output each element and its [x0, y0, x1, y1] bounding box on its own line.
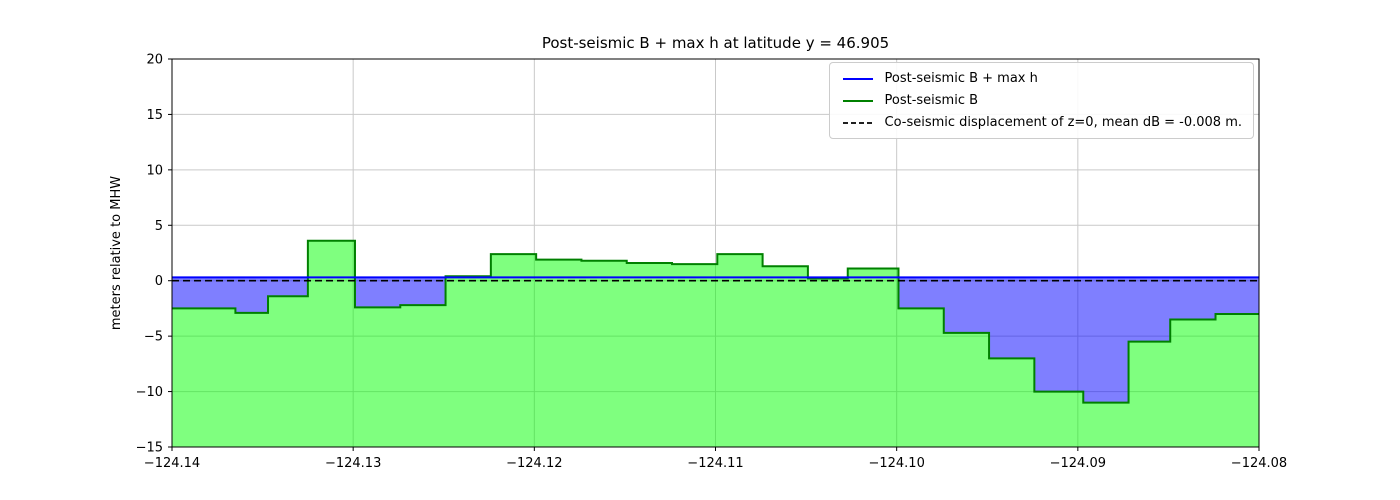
y-tick-label: 15 [146, 108, 163, 123]
legend-label: Co-seismic displacement of z=0, mean dB … [884, 115, 1243, 130]
legend-label: Post-seismic B + max h [884, 71, 1038, 86]
legend-item-post-seismic-b: Post-seismic B [841, 92, 1243, 109]
post-seismic-b-area [172, 240, 1259, 447]
legend: Post-seismic B + max h Post-seismic B Co… [828, 62, 1254, 139]
x-tick-label: −124.08 [1231, 456, 1287, 471]
fill-between-area [172, 277, 1259, 403]
x-tick-label: −124.10 [868, 456, 924, 471]
y-tick-label: −5 [144, 330, 163, 345]
y-tick-label: 0 [155, 274, 163, 289]
legend-label: Post-seismic B [884, 93, 979, 108]
x-tick-label: −124.13 [325, 456, 381, 471]
legend-line-dashed-black-icon [842, 121, 873, 124]
y-axis-label: meters relative to MHW [109, 176, 124, 330]
chart-title: Post-seismic B + max h at latitude y = 4… [542, 34, 889, 52]
x-tick-label: −124.09 [1050, 456, 1106, 471]
legend-item-b-plus-max-h: Post-seismic B + max h [841, 70, 1243, 87]
y-tick-label: 5 [155, 219, 163, 234]
y-tick-label: −10 [136, 385, 163, 400]
y-tick-label: 10 [146, 163, 163, 178]
y-tick-label: −15 [136, 441, 163, 456]
y-tick-label: 20 [146, 53, 163, 68]
legend-line-solid-blue-icon [842, 77, 873, 80]
legend-line-solid-green-icon [842, 99, 873, 102]
x-tick-label: −124.11 [687, 456, 743, 471]
x-tick-label: −124.14 [144, 456, 200, 471]
x-tick-label: −124.12 [506, 456, 562, 471]
post-seismic-b-line [172, 239, 1259, 404]
legend-item-co-seismic: Co-seismic displacement of z=0, mean dB … [841, 114, 1243, 131]
